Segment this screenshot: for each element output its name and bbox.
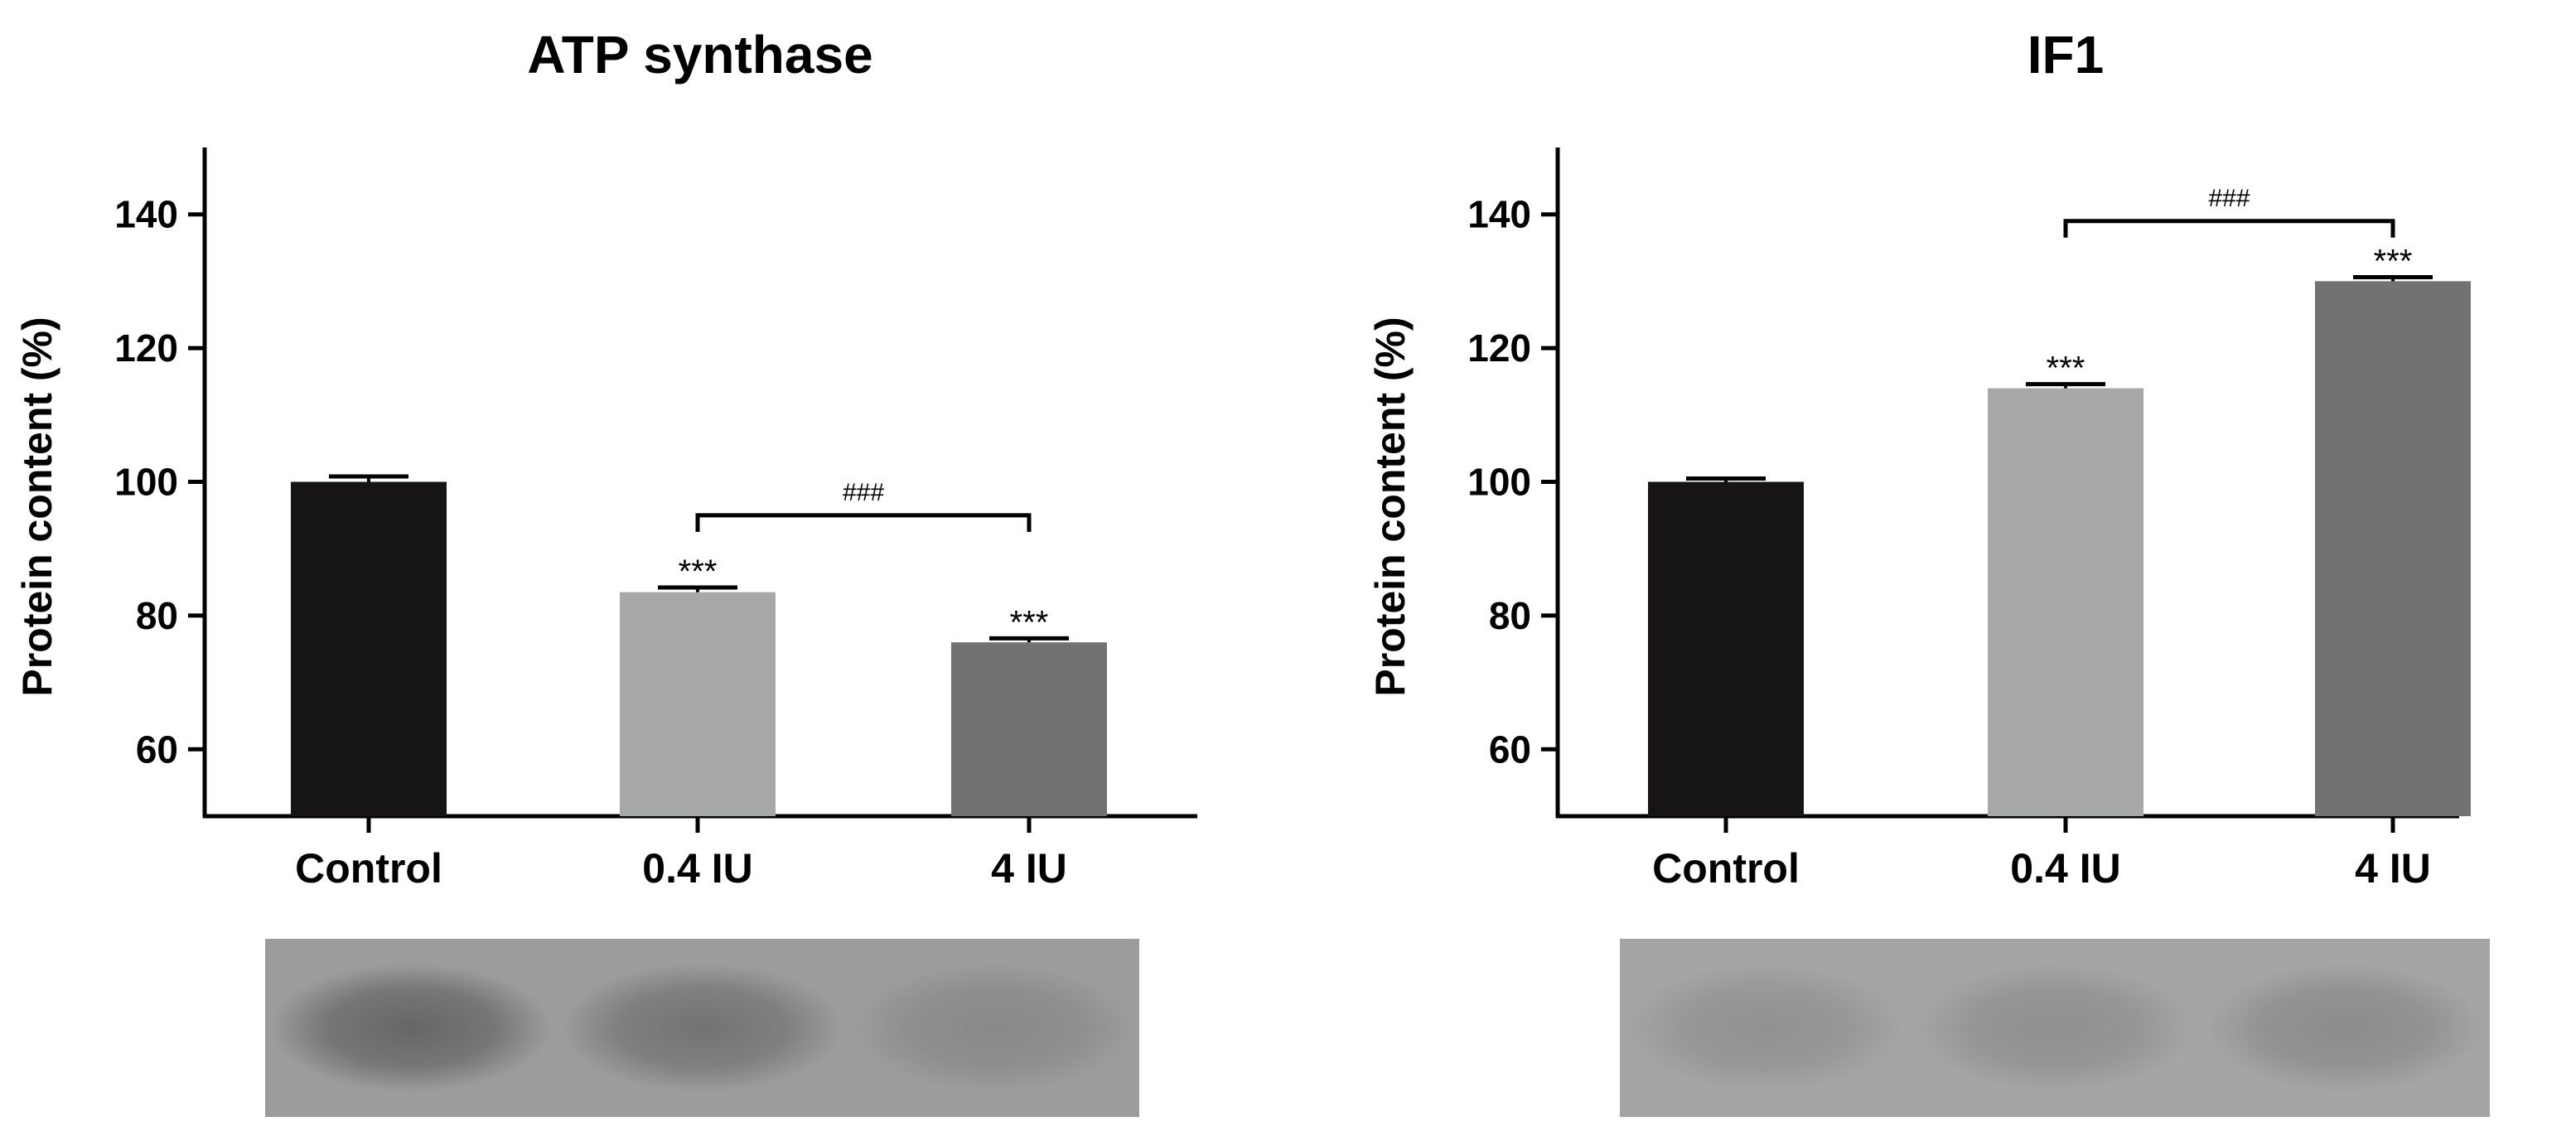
chart-atp-synthase: ATP synthase Protein content (%) 60 80 100 12…: [14, 25, 1197, 1117]
significance-marker: ***: [1010, 604, 1049, 641]
blot-band: [853, 964, 1133, 1092]
comparison-label: ###: [2208, 185, 2250, 212]
y-tick-label: 80: [136, 594, 178, 637]
bar: [1988, 388, 2143, 816]
y-tick-label: 140: [1467, 193, 1531, 236]
x-tick-label: 4 IU: [991, 845, 1067, 892]
y-tick-label: 60: [1489, 728, 1531, 771]
y-tick-label: 140: [114, 193, 178, 236]
blot-band: [562, 964, 843, 1092]
y-tick-label: 80: [1489, 594, 1531, 637]
x-tick-label: Control: [1652, 845, 1800, 892]
significance-marker: ***: [2374, 244, 2413, 280]
significance-marker: ***: [679, 554, 718, 590]
blot-band: [271, 964, 551, 1092]
chart-title: ATP synthase: [527, 25, 872, 85]
blot-band: [1626, 964, 1904, 1092]
comparison-bracket: [2063, 219, 2395, 238]
bar: [2315, 281, 2471, 816]
y-axis-label: Protein content (%): [14, 317, 60, 696]
bar: [620, 592, 776, 816]
significance-marker: ***: [2047, 351, 2085, 387]
y-tick-label: 120: [114, 326, 178, 370]
x-tick-label: 0.4 IU: [642, 845, 752, 892]
y-tick-label: 100: [114, 461, 178, 504]
chart-if1: IF1 Protein content (%) 60 80 100 120 140 Contr…: [1367, 25, 2490, 1117]
bar: [1648, 481, 1804, 816]
blot-band: [2206, 964, 2484, 1092]
comparison-bracket: [695, 513, 1032, 532]
blot-band: [1916, 964, 2194, 1092]
bar: [291, 481, 447, 816]
comparison-label: ###: [843, 479, 884, 506]
y-tick-label: 120: [1467, 326, 1531, 370]
bar: [951, 642, 1107, 816]
chart-title: IF1: [2027, 25, 2104, 85]
x-tick-label: 0.4 IU: [2010, 845, 2120, 892]
y-tick-label: 60: [136, 728, 178, 771]
x-tick-label: 4 IU: [2355, 845, 2431, 892]
x-tick-label: Control: [295, 845, 442, 892]
y-tick-label: 100: [1467, 461, 1531, 504]
y-axis-label: Protein content (%): [1367, 317, 1414, 696]
